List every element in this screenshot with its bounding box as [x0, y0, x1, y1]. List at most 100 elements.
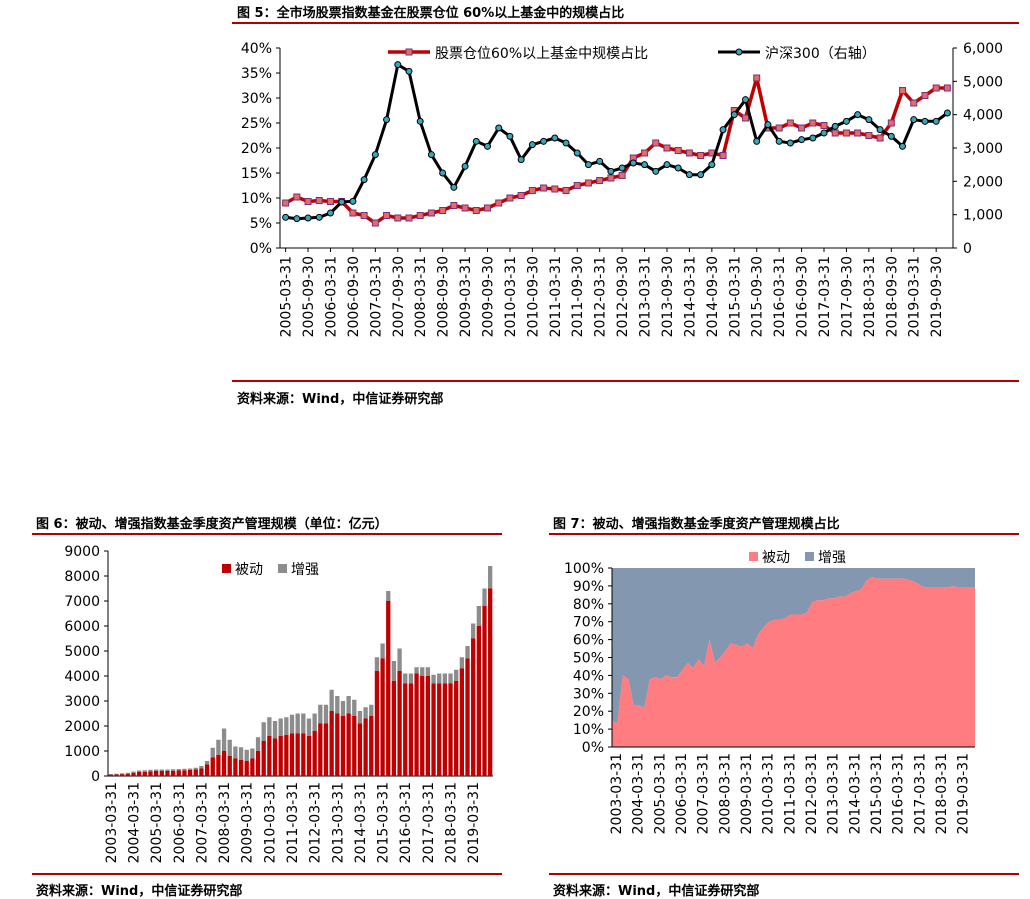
x-tick-label: 2015-03-31 [376, 782, 392, 863]
bar-enhanced [142, 770, 147, 772]
bar-enhanced [488, 566, 493, 589]
x-tick-label: 2017-09-30 [839, 256, 855, 337]
x-tick-label: 2011-03-31 [548, 256, 564, 337]
point-share [921, 92, 929, 99]
point-share [293, 193, 301, 201]
point-csi300 [360, 176, 368, 184]
bar-passive [295, 733, 300, 776]
x-tick-label: 2015-09-30 [750, 256, 766, 337]
point-share [349, 209, 357, 217]
figure5-title-rule [232, 22, 1019, 24]
x-tick-label: 2012-03-31 [593, 256, 609, 337]
y-tick-label: 3000 [64, 694, 100, 710]
point-share [584, 179, 592, 187]
bar-enhanced [476, 606, 481, 626]
legend-label-enhanced: 增强 [818, 550, 846, 566]
bar-enhanced [278, 718, 283, 736]
point-csi300 [461, 162, 469, 170]
point-share [315, 197, 323, 204]
point-csi300 [674, 164, 682, 172]
x-tick-label: 2008-03-31 [717, 753, 733, 834]
bar-passive [142, 771, 147, 776]
point-share [663, 144, 671, 152]
point-csi300 [517, 156, 525, 164]
bar-enhanced [199, 766, 204, 769]
point-share [360, 212, 368, 219]
bar-passive [182, 770, 187, 776]
point-csi300 [663, 161, 671, 169]
point-share [618, 172, 626, 179]
point-csi300 [842, 117, 850, 125]
point-csi300 [528, 141, 536, 149]
bar-passive [227, 756, 232, 776]
bar-enhanced [238, 747, 244, 760]
x-tick-label: 2016-03-31 [891, 753, 907, 834]
bar-passive [323, 723, 329, 776]
y-tick-label: 80% [573, 597, 604, 613]
point-share [562, 187, 570, 194]
point-csi300 [315, 213, 323, 221]
figure7-source-rule [549, 873, 1019, 875]
y-tick-left-label: 0% [250, 241, 272, 257]
x-tick-label: 2016-09-30 [795, 256, 811, 337]
point-share [887, 119, 895, 127]
bar-enhanced [312, 713, 317, 731]
bar-enhanced [255, 737, 261, 751]
bar-passive [176, 770, 181, 776]
legend-label-share: 股票仓位60%以上基金中规模占比 [435, 45, 648, 62]
point-share [842, 129, 850, 137]
bar-passive [420, 676, 425, 776]
bar-enhanced [329, 689, 334, 711]
bar-passive [465, 658, 470, 776]
bar-enhanced [442, 673, 448, 684]
point-share [719, 152, 727, 159]
bar-enhanced [471, 623, 476, 639]
x-tick-label: 2005-03-31 [279, 256, 295, 337]
bar-passive [148, 771, 153, 776]
figure6-title: 图 6：被动、增强指数基金季度资产管理规模（单位：亿元） [36, 517, 388, 532]
y-tick-label: 70% [573, 615, 604, 631]
x-tick-label: 2012-03-31 [804, 753, 820, 834]
figure7-title: 图 7：被动、增强指数基金季度资产管理规模占比 [553, 517, 840, 532]
point-csi300 [506, 132, 514, 140]
y-tick-left-label: 5% [250, 216, 272, 232]
bar-enhanced [346, 696, 351, 714]
bar-enhanced [210, 747, 215, 758]
point-csi300 [775, 137, 783, 145]
legend-marker-share [405, 48, 413, 56]
x-tick-label: 2007-09-30 [391, 256, 407, 337]
y-tick-label: 0% [582, 740, 604, 756]
point-share [427, 209, 435, 217]
x-tick-label: 2018-03-31 [934, 753, 950, 834]
point-csi300 [405, 67, 413, 75]
point-csi300 [450, 183, 458, 191]
bar-enhanced [301, 713, 306, 734]
x-tick-label: 2004-03-31 [631, 753, 647, 834]
bar-passive [312, 731, 317, 776]
point-csi300 [943, 109, 951, 117]
bar-passive [153, 771, 159, 776]
point-csi300 [708, 161, 716, 169]
point-share [394, 214, 402, 222]
y-tick-label: 40% [573, 668, 604, 684]
y-tick-label: 60% [573, 633, 604, 649]
point-csi300 [753, 137, 761, 145]
bar-passive [340, 716, 346, 776]
bar-enhanced [193, 767, 198, 770]
point-csi300 [798, 136, 806, 144]
bar-passive [114, 774, 119, 776]
point-csi300 [540, 137, 548, 145]
bar-passive [301, 733, 306, 776]
x-tick-label: 2011-03-31 [285, 782, 301, 863]
x-tick-label: 2006-03-31 [323, 256, 339, 337]
bar-enhanced [182, 768, 187, 771]
legend-swatch-enhanced [805, 552, 814, 561]
point-csi300 [854, 111, 862, 119]
bar-enhanced [221, 728, 227, 751]
point-share [517, 192, 525, 199]
legend-label-enhanced: 增强 [291, 562, 319, 578]
x-tick-label: 2007-03-31 [194, 782, 210, 863]
bar-passive [425, 676, 431, 776]
